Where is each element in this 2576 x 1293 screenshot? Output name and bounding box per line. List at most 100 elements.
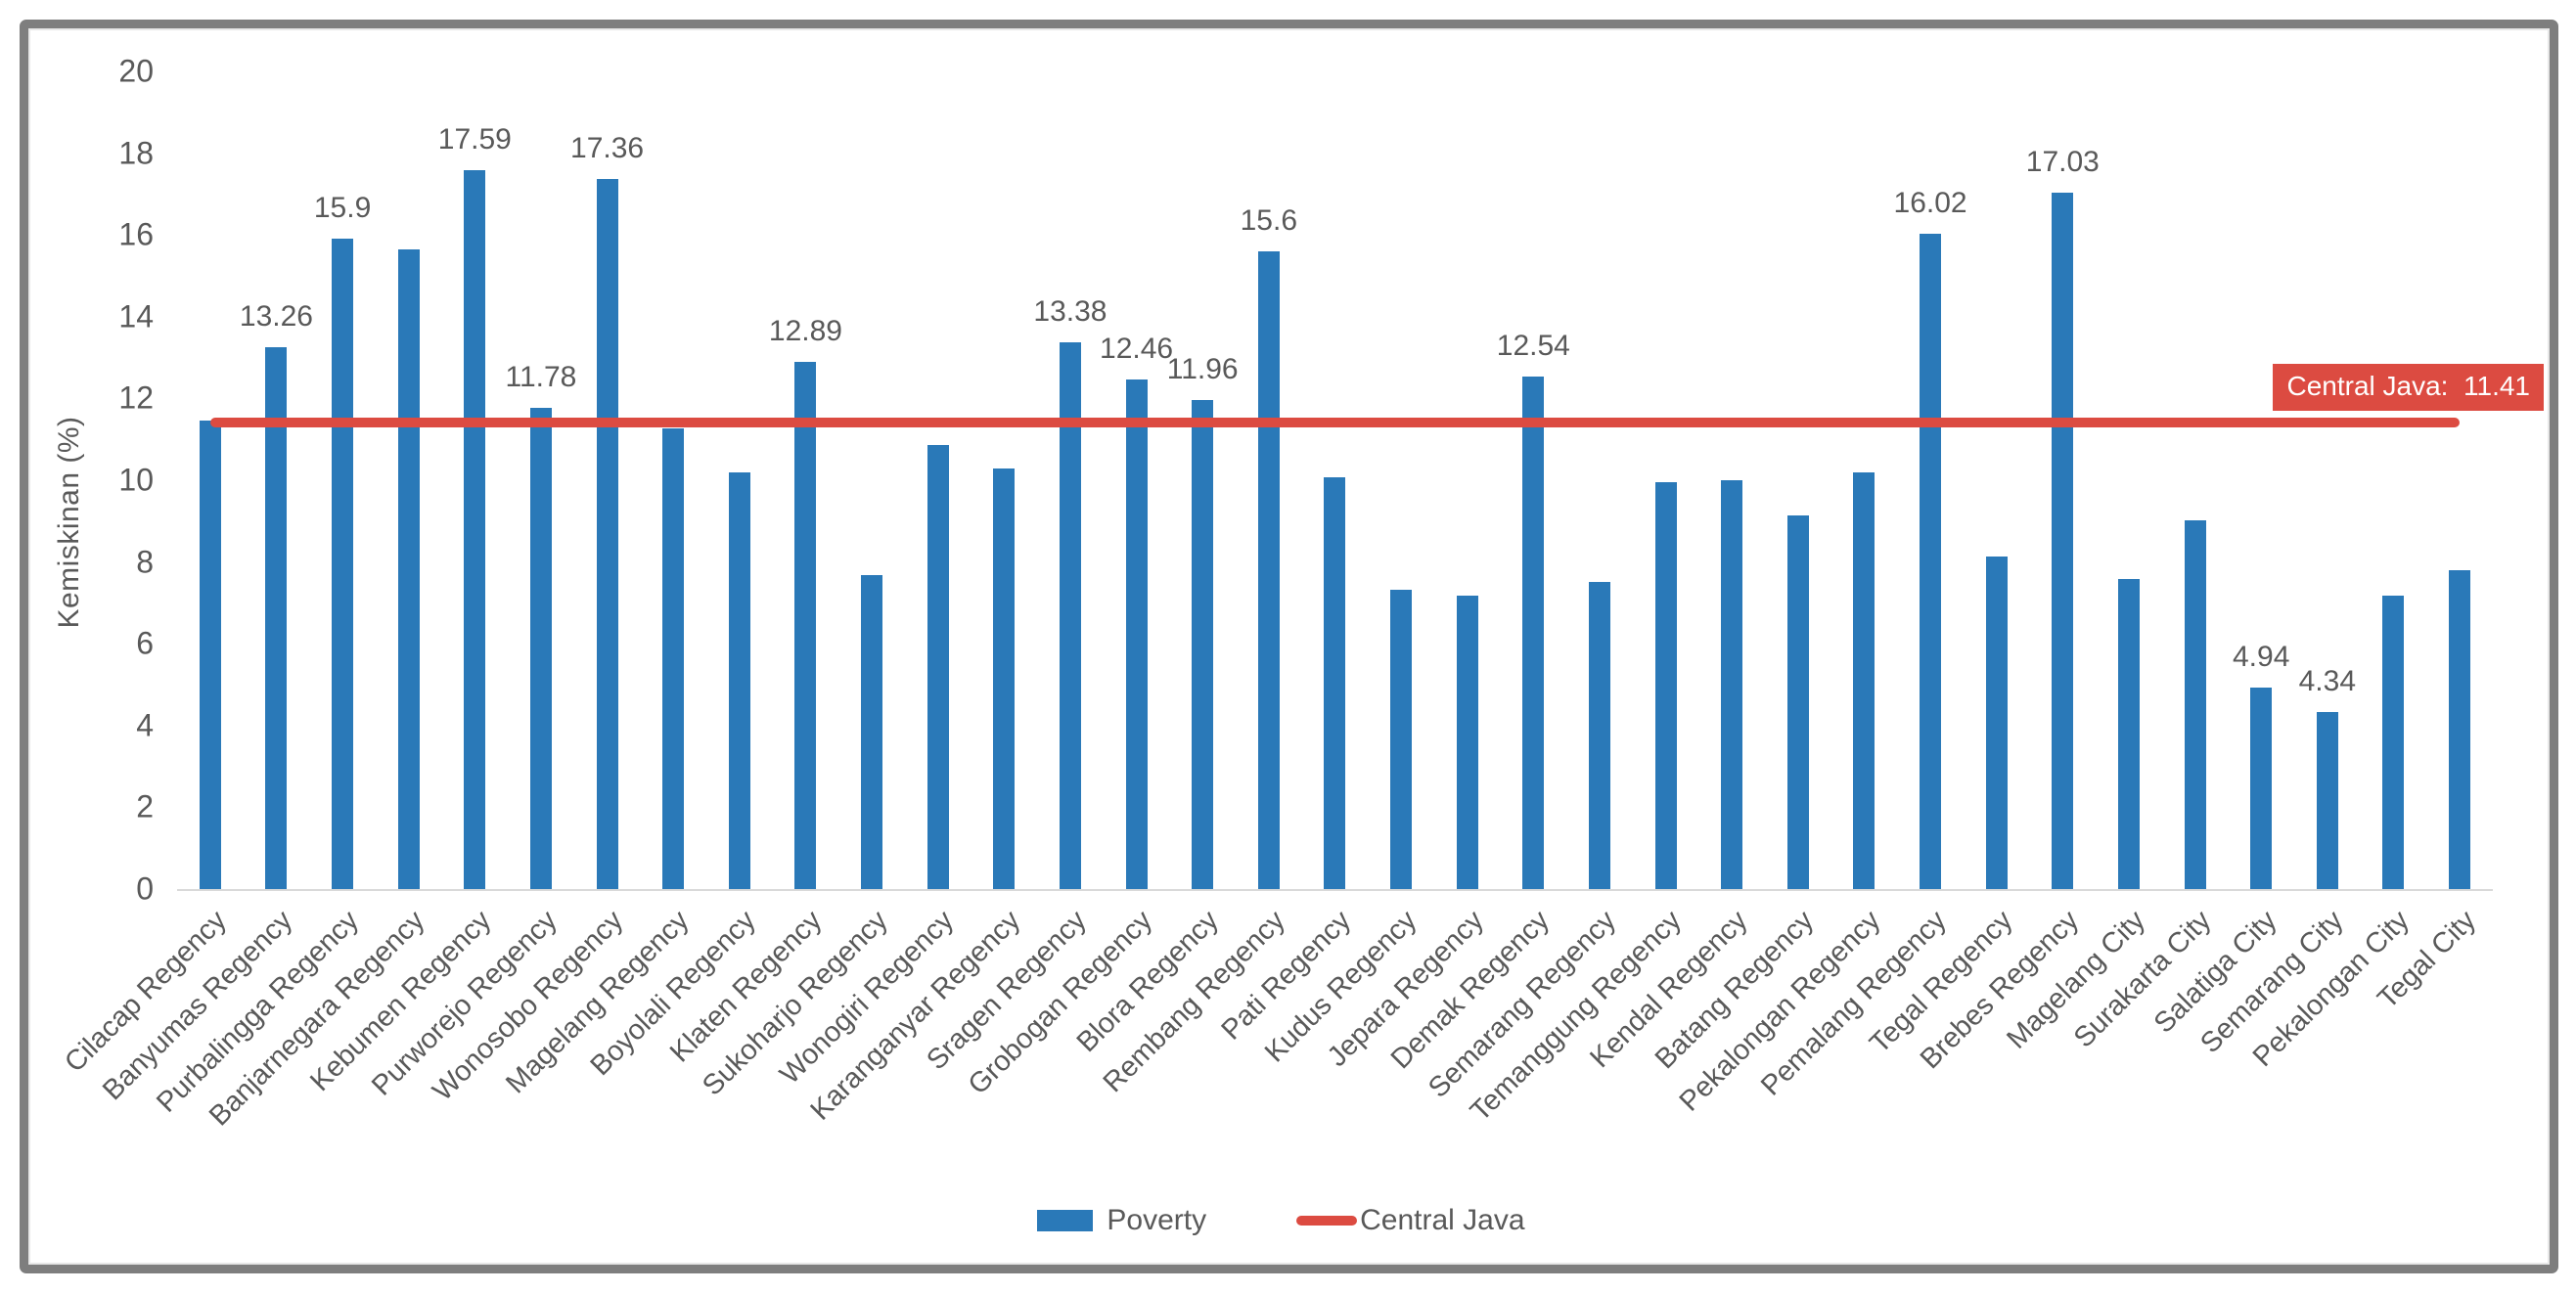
plot-area: Cilacap Regency 13.26 Banyumas Regency 15.9…	[59, 71, 2544, 1133]
poverty-bar	[2449, 569, 2471, 889]
y-axis-tick-label: 2	[136, 788, 154, 825]
bar-slot: 15.6 Rembang Regency	[1097, 71, 1302, 1098]
chart-frame-border: Kemiskinan (%) 0 2 4 6 8 10 12 14 16 18 20 Cilacap…	[20, 20, 2558, 1273]
y-axis-tick-label: 20	[118, 53, 154, 89]
legend: Poverty Central Java	[123, 1198, 2439, 1243]
poverty-bar	[529, 407, 552, 889]
poverty-bar	[2250, 687, 2273, 889]
poverty-bar	[1654, 481, 1677, 889]
bar-slot: 11.78 Purworejo Regency	[366, 71, 577, 1102]
bars-container: Cilacap Regency 13.26 Banyumas Regency 15.9…	[59, 71, 2493, 1133]
poverty-bar	[1853, 472, 1876, 889]
bar-slot: 12.54 Demak Regency	[1385, 71, 1570, 1075]
bar-slot: Pekalongan City	[2247, 71, 2427, 1073]
poverty-bar	[1920, 234, 1942, 889]
bar-slot: Karanganyar Regency	[804, 71, 1038, 1127]
poverty-bar	[332, 239, 354, 889]
bar-slot: Tegal Regency	[1864, 71, 2030, 1059]
poverty-bar	[596, 179, 618, 889]
poverty-bar	[2052, 193, 2074, 889]
bar-slot: 12.46 Grobogan Regency	[963, 71, 1173, 1100]
bar-value-label: 11.78	[505, 360, 577, 393]
bar-value-label: 15.9	[313, 192, 372, 225]
central-java-reference-line	[209, 418, 2461, 428]
poverty-bar	[2117, 579, 2140, 889]
poverty-bar	[2316, 711, 2338, 889]
y-axis-tick-label: 14	[118, 298, 154, 334]
y-axis-tick-label: 12	[118, 379, 154, 416]
bar-slot: Kendal Regency	[1585, 71, 1765, 1074]
poverty-bar	[1192, 400, 1214, 889]
bar-slot: 17.59 Kebumen Regency	[304, 71, 512, 1097]
poverty-bar	[2184, 519, 2206, 889]
y-axis-tick-label: 8	[136, 544, 154, 580]
bar-value-label: 17.03	[2025, 146, 2100, 179]
bar-slot: 17.36 Wonosobo Regency	[427, 71, 644, 1107]
bar-slot: Tegal City	[2372, 71, 2493, 1015]
poverty-bar-swatch-icon	[1037, 1210, 1094, 1231]
bar-value-label: 17.59	[437, 122, 512, 156]
bar-value-label: 15.6	[1240, 203, 1298, 237]
poverty-bar	[861, 574, 883, 889]
poverty-bar	[1985, 556, 2008, 889]
poverty-bar	[1125, 379, 1148, 889]
bar-slot: Boyolali Regency	[584, 71, 773, 1082]
central-java-line-swatch-icon	[1296, 1216, 1358, 1226]
poverty-bar	[265, 346, 288, 889]
poverty-bar	[397, 249, 420, 889]
bar-value-label: 13.38	[1033, 294, 1107, 328]
bar-slot: 13.38 Sragen Regency	[921, 71, 1107, 1077]
bar-slot: Semarang Regency	[1423, 71, 1633, 1104]
bar-slot: Kudus Regency	[1259, 71, 1434, 1068]
y-axis-tick-label: 4	[136, 707, 154, 743]
bar-value-label: 11.96	[1166, 353, 1239, 386]
bar-slot: Pekalongan Regency	[1673, 71, 1898, 1118]
legend-label-central-java: Central Java	[1360, 1204, 1525, 1236]
bar-slot: Banjarnegara Regency	[203, 71, 442, 1132]
bar-value-label: 4.94	[2232, 640, 2290, 673]
poverty-bar	[1721, 480, 1743, 889]
poverty-bar	[1059, 341, 1081, 889]
y-axis-tick-label: 10	[118, 462, 154, 498]
bar-slot: Wonogiri Regency	[775, 71, 972, 1091]
bar-slot: 12.89 Klaten Regency	[664, 71, 842, 1068]
legend-item-central-java: Central Java	[1296, 1204, 1525, 1237]
poverty-bar	[794, 362, 817, 889]
bar-slot: Cilacap Regency	[59, 71, 244, 1079]
bar-slot: Batang Regency	[1650, 71, 1831, 1075]
y-axis-tick-label: 6	[136, 625, 154, 661]
bar-slot: Magelang City	[2001, 71, 2162, 1055]
bar-value-label: 4.34	[2298, 664, 2357, 697]
poverty-bar	[1324, 476, 1346, 889]
bar-value-label: 17.36	[570, 132, 645, 165]
poverty-bar	[993, 468, 1016, 889]
bar-slot: 16.02 Pemalang Regency	[1755, 71, 1967, 1101]
bar-slot: 11.96 Blora Regency	[1071, 71, 1239, 1058]
y-axis-tick-label: 0	[136, 870, 154, 907]
poverty-bar	[1390, 590, 1413, 889]
y-axis-tick-label: 16	[118, 216, 154, 252]
bar-value-label: 13.26	[239, 299, 313, 333]
poverty-bar	[1786, 515, 1809, 889]
bar-slot: 4.94 Salatiga City	[2148, 71, 2294, 1040]
poverty-bar	[464, 169, 486, 889]
poverty-bar	[1588, 582, 1610, 889]
central-java-annotation: Central Java: 11.41	[2273, 364, 2544, 412]
bar-value-label: 12.46	[1100, 333, 1174, 366]
poverty-bar	[1456, 596, 1478, 889]
bar-slot: 13.26 Banyumas Regency	[97, 71, 313, 1106]
bar-value-label: 12.54	[1496, 329, 1570, 362]
bar-slot: 17.03 Brebes Regency	[1915, 71, 2100, 1075]
bar-slot: Magelang Regency	[500, 71, 706, 1099]
poverty-bar	[199, 420, 221, 889]
legend-item-poverty: Poverty	[1037, 1204, 1206, 1237]
poverty-bar	[926, 445, 949, 889]
poverty-bar	[2382, 596, 2405, 889]
bar-slot: Temanggung Regency	[1465, 71, 1699, 1128]
bar-value-label: 16.02	[1893, 187, 1967, 220]
poverty-bar	[728, 472, 750, 889]
y-axis: 0 2 4 6 8 10 12 14 16 18 20	[28, 54, 154, 907]
bar-value-label: 12.89	[768, 315, 842, 348]
bar-slot: 15.9 Purbalingga Regency	[151, 71, 376, 1118]
